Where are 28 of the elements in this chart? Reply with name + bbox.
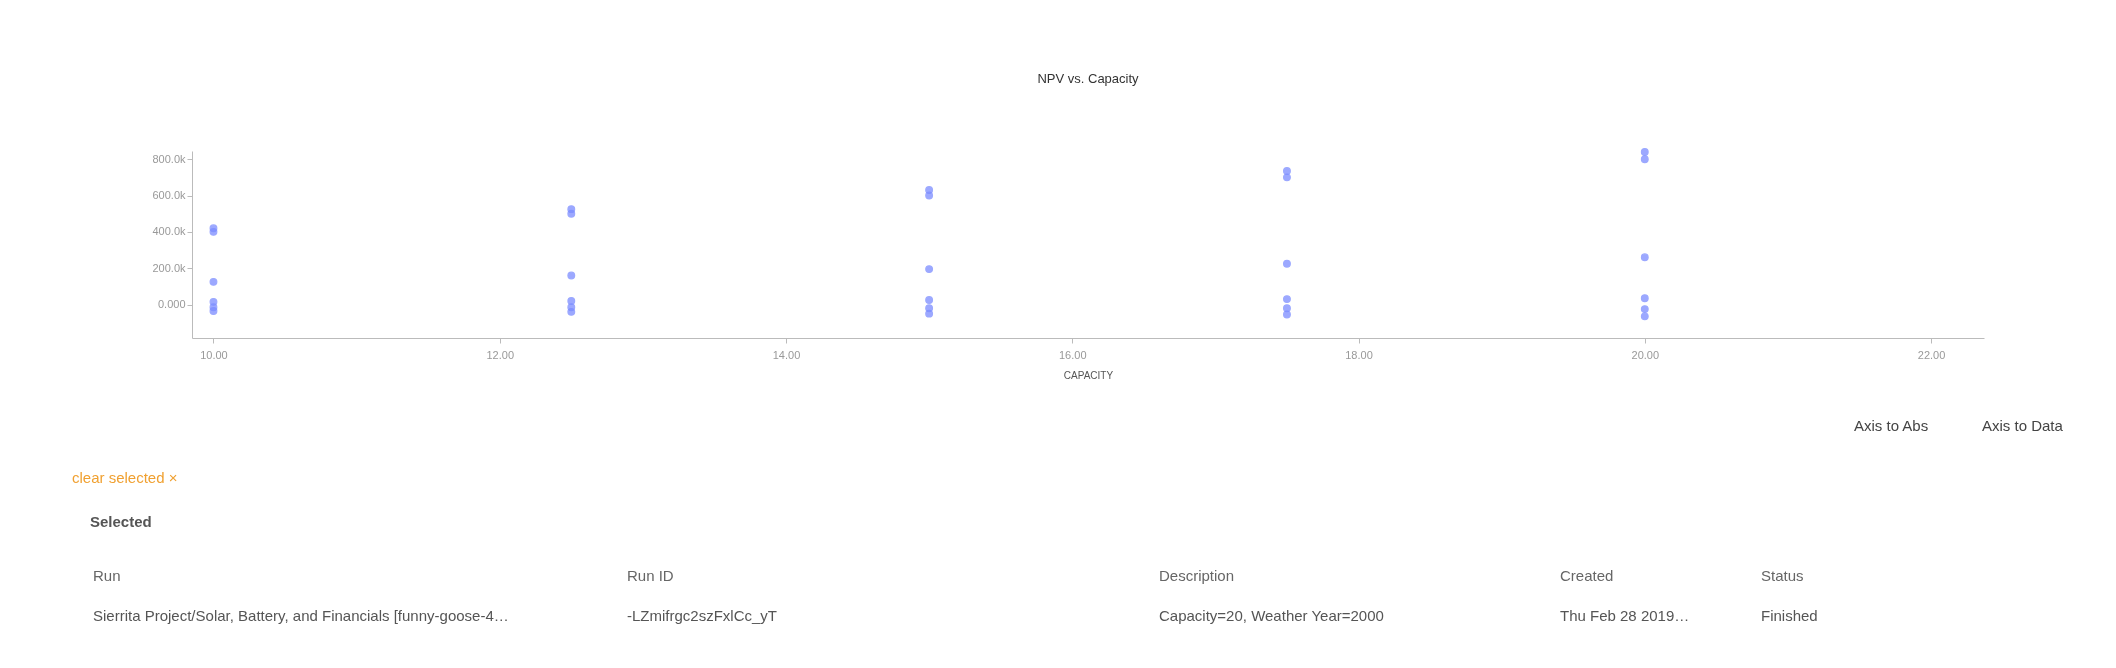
text: Status [1761,567,1804,584]
text: Run [93,567,121,584]
y-tick-label: 600.0k [152,189,186,202]
x-tick-label: 12.00 [486,348,514,361]
text: Run ID [627,567,674,584]
x-tick-label: 14.00 [772,348,801,361]
text: Sierrita Project/Solar, Battery, and Financials [funny-goose-4… [93,607,509,624]
x-axis-title: CAPACITY [1063,369,1114,381]
text: Capacity=20, Weather Year=2000 [1159,607,1384,624]
y-tick-label: 800.0k [152,152,186,165]
text: Created [1560,567,1614,584]
x-tick-label: 10.00 [200,348,228,361]
chart-title: NPV vs. Capacity [1037,71,1140,87]
text: Axis to Abs [1854,417,1929,434]
text: Axis to Data [1982,417,2064,434]
y-tick-label: 400.0k [152,225,186,238]
y-tick-label: 200.0k [152,261,186,274]
x-tick-label: 16.00 [1058,348,1087,361]
x-tick-label: 22.00 [1917,348,1946,361]
x-tick-label: 18.00 [1345,348,1373,361]
y-tick-label: 0.000 [157,298,186,311]
text: Finished [1761,607,1818,624]
text: clear selected × [72,469,178,486]
text: Description [1159,567,1235,584]
text: Selected [90,513,152,530]
x-tick-label: 20.00 [1631,348,1660,361]
text: Thu Feb 28 2019… [1560,607,1690,624]
text: -LZmifrgc2szFxlCc_yT [627,607,778,624]
